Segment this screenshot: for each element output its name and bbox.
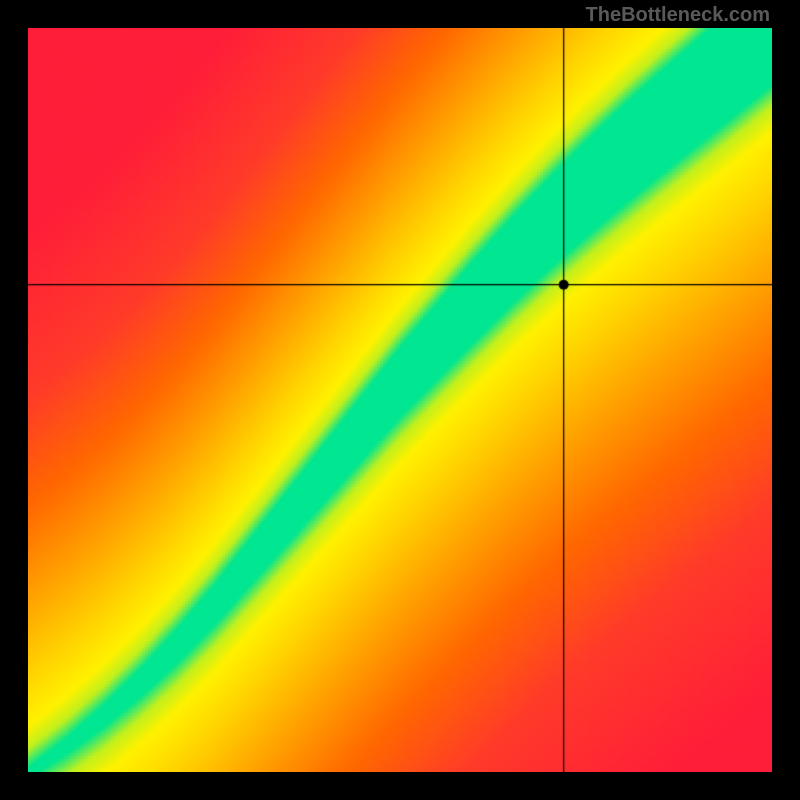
watermark-text: TheBottleneck.com	[586, 4, 770, 27]
bottleneck-heatmap	[28, 28, 772, 772]
